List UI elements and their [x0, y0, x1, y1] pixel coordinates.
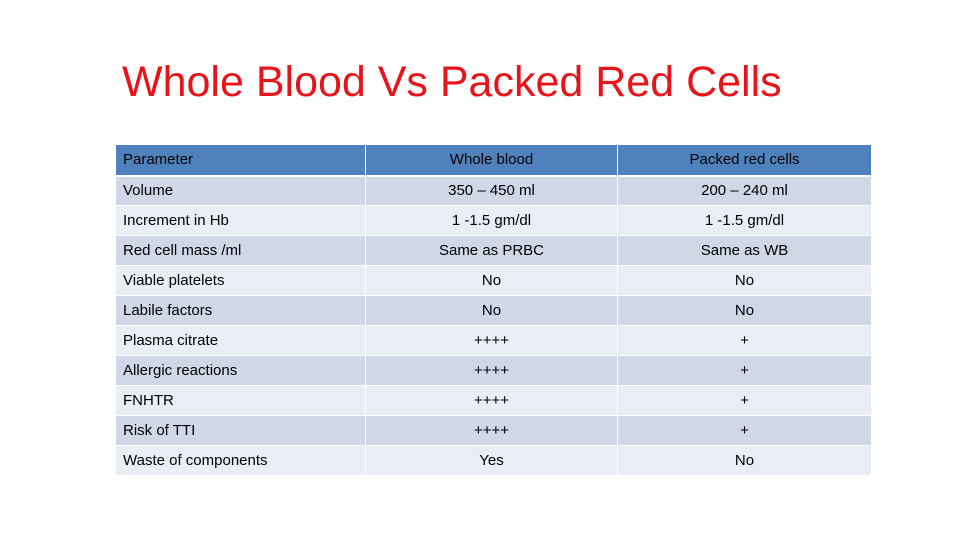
table-row: FNHTR ++++ + — [115, 385, 872, 416]
header-parameter: Parameter — [115, 144, 366, 177]
slide-title: Whole Blood Vs Packed Red Cells — [122, 58, 782, 106]
cell-parameter: Red cell mass /ml — [115, 235, 366, 266]
cell-parameter: Risk of TTI — [115, 415, 366, 446]
cell-parameter: Plasma citrate — [115, 325, 366, 356]
cell-whole-blood: ++++ — [365, 385, 618, 416]
cell-packed-red-cells: + — [617, 415, 872, 446]
cell-packed-red-cells: + — [617, 355, 872, 386]
cell-whole-blood: 350 – 450 ml — [365, 175, 618, 206]
cell-whole-blood: No — [365, 265, 618, 296]
table-row: Allergic reactions ++++ + — [115, 355, 872, 386]
table-header-row: Parameter Whole blood Packed red cells — [115, 144, 872, 177]
cell-parameter: Allergic reactions — [115, 355, 366, 386]
cell-whole-blood: ++++ — [365, 355, 618, 386]
cell-parameter: FNHTR — [115, 385, 366, 416]
table-row: Increment in Hb 1 -1.5 gm/dl 1 -1.5 gm/d… — [115, 205, 872, 236]
cell-parameter: Viable platelets — [115, 265, 366, 296]
cell-packed-red-cells: No — [617, 265, 872, 296]
table-row: Risk of TTI ++++ + — [115, 415, 872, 446]
cell-whole-blood: No — [365, 295, 618, 326]
cell-packed-red-cells: 1 -1.5 gm/dl — [617, 205, 872, 236]
table-row: Viable platelets No No — [115, 265, 872, 296]
cell-packed-red-cells: + — [617, 325, 872, 356]
cell-packed-red-cells: + — [617, 385, 872, 416]
cell-packed-red-cells: Same as WB — [617, 235, 872, 266]
table-row: Red cell mass /ml Same as PRBC Same as W… — [115, 235, 872, 266]
cell-whole-blood: ++++ — [365, 325, 618, 356]
table-row: Plasma citrate ++++ + — [115, 325, 872, 356]
cell-packed-red-cells: 200 – 240 ml — [617, 175, 872, 206]
table-row: Volume 350 – 450 ml 200 – 240 ml — [115, 175, 872, 206]
cell-packed-red-cells: No — [617, 445, 872, 476]
header-whole-blood: Whole blood — [365, 144, 618, 177]
cell-whole-blood: Yes — [365, 445, 618, 476]
cell-whole-blood: 1 -1.5 gm/dl — [365, 205, 618, 236]
cell-whole-blood: ++++ — [365, 415, 618, 446]
cell-parameter: Waste of components — [115, 445, 366, 476]
cell-packed-red-cells: No — [617, 295, 872, 326]
cell-parameter: Increment in Hb — [115, 205, 366, 236]
table-row: Labile factors No No — [115, 295, 872, 326]
cell-parameter: Volume — [115, 175, 366, 206]
table-row: Waste of components Yes No — [115, 445, 872, 476]
cell-whole-blood: Same as PRBC — [365, 235, 618, 266]
cell-parameter: Labile factors — [115, 295, 366, 326]
comparison-table: Parameter Whole blood Packed red cells V… — [115, 144, 872, 476]
header-packed-red-cells: Packed red cells — [617, 144, 872, 177]
